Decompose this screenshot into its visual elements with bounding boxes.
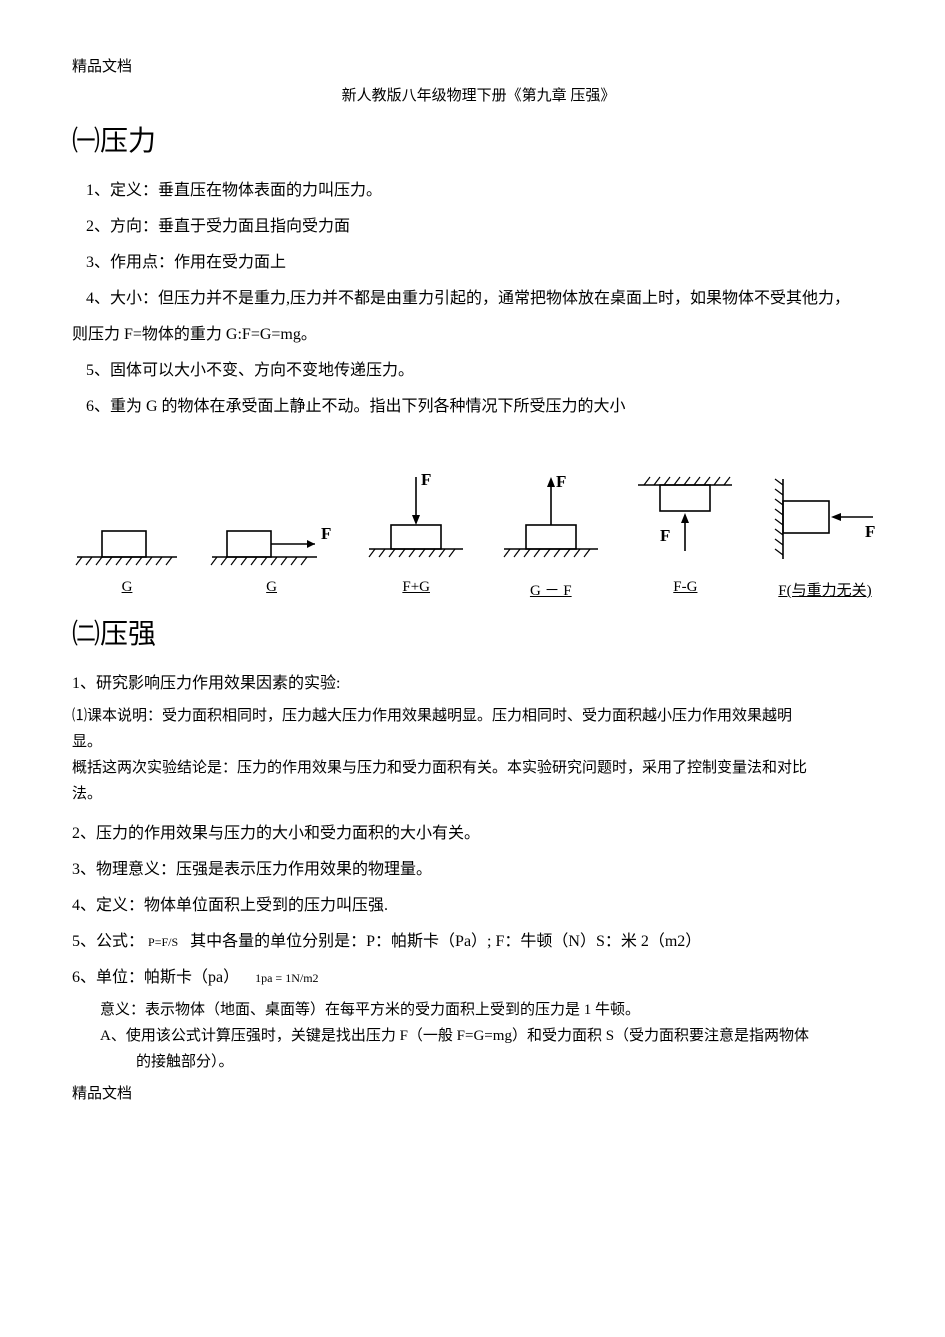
diagram-6: F (765, 471, 885, 571)
s1-p5: 5、固体可以大小不变、方向不变地传递压力。 (72, 353, 885, 389)
document-subtitle: 新人教版八年级物理下册《第九章 压强》 (72, 84, 885, 105)
s2-p1a: ⑴课本说明：受力面积相同时，压力越大压力作用效果越明显。压力相同时、受力面积越小… (72, 704, 885, 728)
s2-p1: 1、研究影响压力作用效果因素的实验: (72, 666, 885, 702)
document-page: 精品文档 新人教版八年级物理下册《第九章 压强》 ㈠压力 1、定义：垂直压在物体… (0, 0, 945, 1133)
s2-p1b: 概括这两次实验结论是：压力的作用效果与压力和受力面积有关。本实验研究问题时，采用… (72, 756, 885, 780)
diagram-2-svg: F (207, 511, 337, 571)
diagram-3: F (361, 471, 471, 571)
f-label: F (421, 471, 431, 489)
caption-5: F-G (630, 579, 740, 600)
diagram-1 (72, 511, 182, 571)
s1-p2: 2、方向：垂直于受力面且指向受力面 (72, 209, 885, 245)
diagram-3-svg: F (361, 471, 471, 571)
caption-2: G (207, 579, 337, 600)
s2-p5-rest: 其中各量的单位分别是：P：帕斯卡（Pa）; F：牛顿（N）S：米 2（m2） (190, 933, 701, 950)
diagram-5-svg: F (630, 471, 740, 571)
diagram-4-svg: F (496, 471, 606, 571)
s2-p5-formula: P=F/S (148, 935, 178, 949)
diagram-5: F (630, 471, 740, 571)
section2-title: ㈡压强 (72, 612, 885, 652)
s1-p4: 4、大小：但压力并不是重力,压力并不都是由重力引起的，通常把物体放在桌面上时，如… (72, 281, 885, 317)
s2-p3: 3、物理意义：压强是表示压力作用效果的物理量。 (72, 852, 885, 888)
s2-p6-prefix: 6、单位：帕斯卡（pa） (72, 969, 239, 986)
f-label: F (321, 524, 331, 543)
caption-6: F(与重力无关) (765, 579, 885, 600)
s2-p4: 4、定义：物体单位面积上受到的压力叫压强. (72, 888, 885, 924)
s2-p6b: A、使用该公式计算压强时，关键是找出压力 F（一般 F=G=mg）和受力面积 S… (72, 1024, 885, 1048)
header-tag: 精品文档 (72, 55, 885, 76)
diagram-4: F (496, 471, 606, 571)
s2-p6-formula: 1pa = 1N/m2 (255, 971, 318, 985)
s1-p6: 6、重为 G 的物体在承受面上静止不动。指出下列各种情况下所受压力的大小 (72, 389, 885, 425)
footer-tag: 精品文档 (72, 1082, 885, 1103)
s2-p1b2: 法。 (72, 782, 885, 806)
caption-1: G (72, 579, 182, 600)
s2-p6b2: 的接触部分）。 (72, 1050, 885, 1074)
s1-p4b: 则压力 F=物体的重力 G:F=G=mg。 (72, 317, 885, 353)
caption-3: F+G (361, 579, 471, 600)
s1-p3: 3、作用点：作用在受力面上 (72, 245, 885, 281)
s1-p1: 1、定义：垂直压在物体表面的力叫压力。 (72, 173, 885, 209)
diagram-captions: G G F+G G － F F-G F(与重力无关) (72, 579, 885, 600)
s2-p5-prefix: 5、公式： (72, 933, 144, 950)
diagram-6-svg: F (765, 471, 885, 571)
f-label: F (556, 472, 566, 491)
diagram-2: F (207, 511, 337, 571)
caption-4: G － F (496, 579, 606, 600)
s2-p1a2: 显。 (72, 730, 885, 754)
f-label: F (660, 526, 670, 545)
force-diagrams-row: F F F (72, 451, 885, 571)
s2-p5: 5、公式： P=F/S 其中各量的单位分别是：P：帕斯卡（Pa）; F：牛顿（N… (72, 924, 885, 960)
s2-p2: 2、压力的作用效果与压力的大小和受力面积的大小有关。 (72, 816, 885, 852)
s2-p6: 6、单位：帕斯卡（pa） 1pa = 1N/m2 (72, 960, 885, 996)
s2-p6a: 意义：表示物体（地面、桌面等）在每平方米的受力面积上受到的压力是 1 牛顿。 (72, 998, 885, 1022)
diagram-1-svg (72, 511, 182, 571)
f-label: F (865, 522, 875, 541)
section1-title: ㈠压力 (72, 119, 885, 159)
